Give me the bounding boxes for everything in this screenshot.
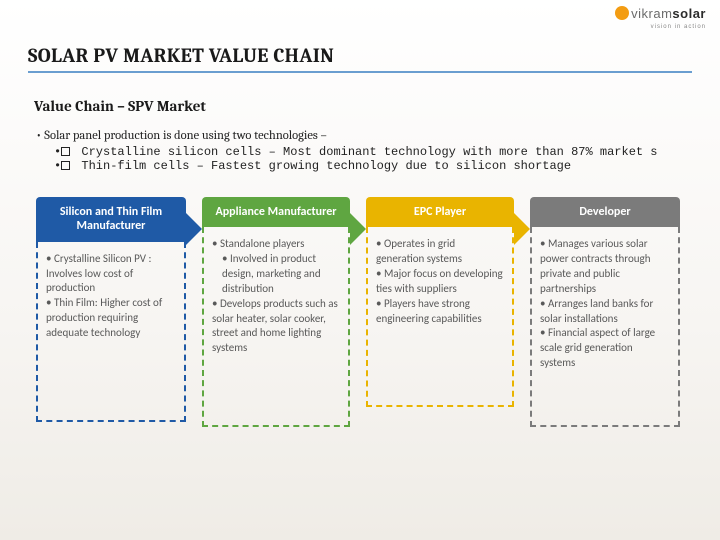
value-chain: Silicon and Thin Film Manufacturer Crysta…	[36, 197, 692, 427]
bullet-item: Financial aspect of large scale grid gen…	[540, 326, 670, 371]
intro-lead: Solar panel production is done using two…	[44, 129, 327, 143]
bullet-item: Crystalline Silicon PV : Involves low co…	[46, 252, 176, 297]
column-header: Appliance Manufacturer	[202, 197, 350, 227]
chain-column: Appliance Manufacturer Standalone players…	[202, 197, 350, 427]
brand-logo: vikramsolar vision in action	[615, 6, 706, 30]
intro-sub-item: • Crystalline silicon cells – Most domin…	[54, 145, 692, 159]
sun-icon	[615, 6, 629, 20]
bullet-item: Major focus on developing ties with supp…	[376, 267, 504, 297]
chain-column: Silicon and Thin Film Manufacturer Crysta…	[36, 197, 186, 422]
logo-tagline: vision in action	[615, 24, 706, 30]
chain-column: EPC PlayerOperates in grid generation sy…	[366, 197, 514, 407]
sub-bullet-item: Involved in product design, marketing an…	[222, 252, 340, 297]
logo-light: vikram	[631, 6, 672, 21]
bullet-item: Operates in grid generation systems	[376, 237, 504, 267]
bullet-item: Develops products such as solar heater, …	[212, 297, 340, 356]
bullet-item: Manages various solar power contracts th…	[540, 237, 670, 296]
bullet-item: Arranges land banks for solar installati…	[540, 297, 670, 327]
column-header: EPC Player	[366, 197, 514, 227]
column-header: Developer	[530, 197, 680, 227]
arrow-icon	[186, 213, 202, 245]
chain-column: Developer Manages various solar power con…	[530, 197, 680, 427]
bullet-item: Standalone playersInvolved in product de…	[212, 237, 340, 296]
section-subtitle: Value Chain – SPV Market	[34, 97, 692, 115]
intro-sub-item: • Thin-film cells – Fastest growing tech…	[54, 159, 692, 173]
arrow-icon	[350, 213, 366, 245]
arrow-icon	[514, 213, 530, 245]
bullet-item: Thin Film: Higher cost of production req…	[46, 296, 176, 341]
column-body: Crystalline Silicon PV : Involves low co…	[36, 242, 186, 422]
column-header: Silicon and Thin Film Manufacturer	[36, 197, 186, 242]
page-title: SOLAR PV MARKET VALUE CHAIN	[28, 44, 692, 73]
column-body: Manages various solar power contracts th…	[530, 227, 680, 427]
bullet-item: Players have strong engineering capabili…	[376, 297, 504, 327]
logo-bold: solar	[672, 6, 706, 21]
column-body: Operates in grid generation systemsMajor…	[366, 227, 514, 407]
intro-block: • Solar panel production is done using t…	[36, 129, 692, 173]
column-body: Standalone playersInvolved in product de…	[202, 227, 350, 427]
